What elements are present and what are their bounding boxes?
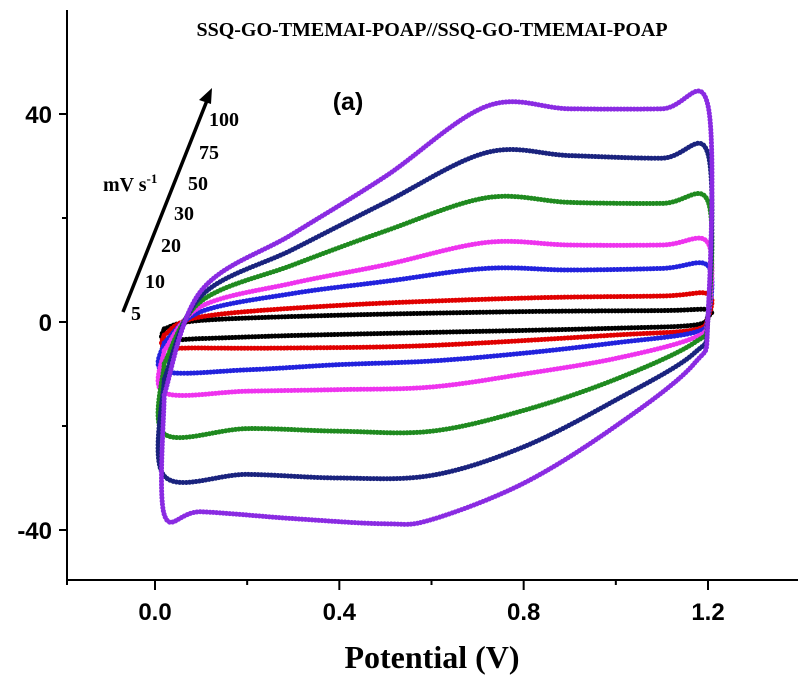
scan-rate-arrow (121, 97, 210, 313)
cv-curves (155, 88, 715, 527)
arrow-head-icon (199, 88, 212, 104)
scan-rate-label: 10 (145, 271, 165, 293)
y-tick-label: 40 (25, 102, 52, 129)
chart-title: SSQ-GO-TMEMAI-POAP//SSQ-GO-TMEMAI-POAP (196, 19, 667, 41)
panel-label: (a) (333, 88, 364, 116)
cv-curve-100 (159, 88, 715, 527)
y-tick-label: -40 (17, 518, 52, 545)
scan-rate-label: 50 (188, 173, 208, 195)
scan-rate-label: 100 (209, 109, 239, 131)
x-tick-label: 0.4 (323, 599, 357, 626)
x-tick-label: 1.2 (691, 599, 724, 626)
scan-rate-annotation: mV s-1 510 20 30 50 75 100 (103, 88, 239, 325)
scan-rate-label: 75 (199, 142, 219, 164)
unit-label: mV s-1 (103, 171, 157, 196)
y-tick-label: 0 (39, 310, 52, 337)
scan-rate-label: 20 (161, 235, 181, 257)
x-tick-label: 0.8 (507, 599, 540, 626)
x-axis-label: Potential (V) (344, 639, 519, 675)
cv-curve-50 (155, 191, 715, 441)
scan-rate-label: 5 (131, 303, 141, 325)
axis-ticks: 0.0 0.4 0.8 1.2 40 0 -40 (17, 102, 724, 626)
scan-rate-label: 30 (174, 203, 194, 225)
x-tick-label: 0.0 (138, 599, 171, 626)
